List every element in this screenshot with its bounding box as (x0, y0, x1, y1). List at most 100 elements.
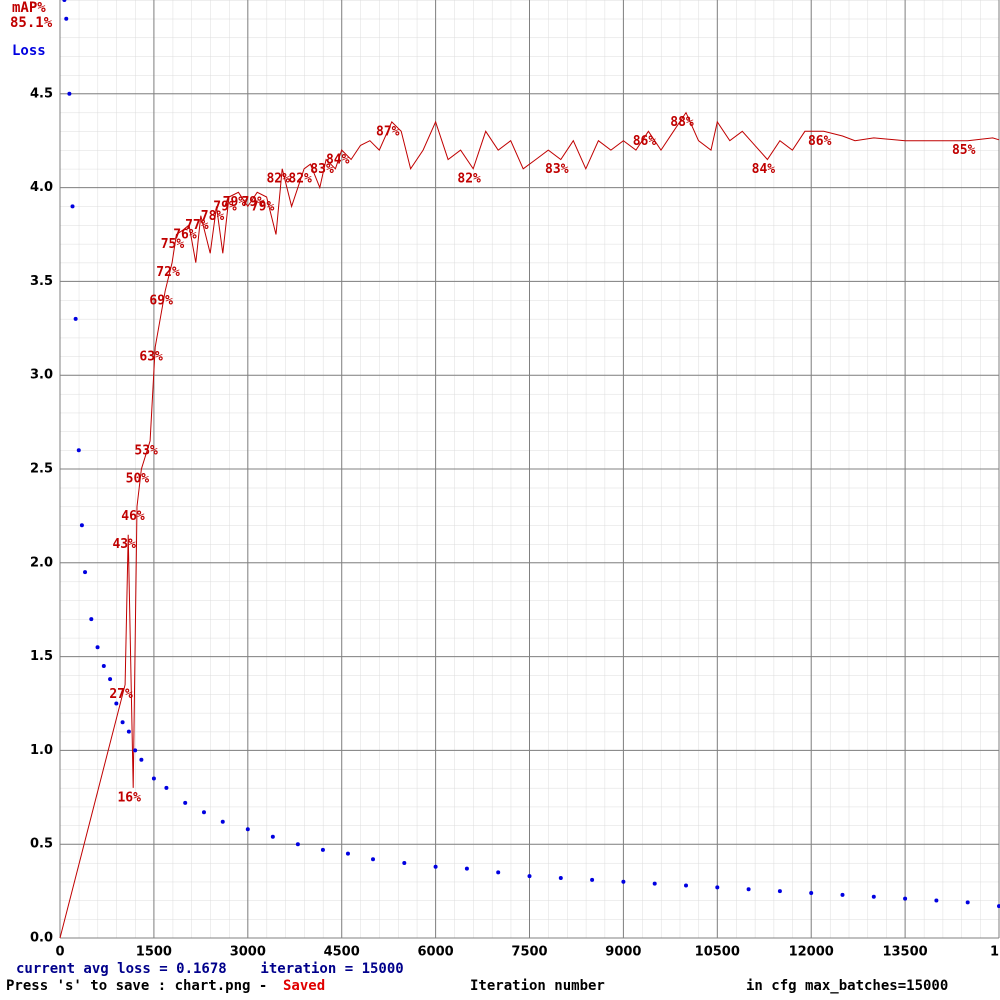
loss-point (220, 819, 225, 824)
map-label: 53% (134, 443, 158, 458)
map-label: 75% (161, 237, 185, 252)
map-line (59, 111, 1000, 939)
loss-point (320, 847, 325, 852)
loss-point (433, 864, 438, 869)
loss-point (95, 645, 100, 650)
y-tick-label: 2.5 (30, 462, 53, 477)
y-tick-label: 3.0 (30, 368, 53, 383)
map-label: 82% (266, 171, 290, 186)
x-axis-title: Iteration number (470, 978, 605, 994)
loss-point (809, 890, 814, 895)
map-label: 85% (952, 143, 976, 158)
save-hint: Press 's' to save : chart.png - (6, 978, 276, 994)
y-tick-label: 3.5 (30, 274, 53, 289)
map-label: 86% (633, 134, 657, 149)
loss-point (997, 904, 1000, 909)
y-tick-label: 1.0 (30, 743, 53, 758)
map-label: 79% (223, 195, 247, 210)
loss-point (903, 896, 908, 901)
labels: 0.0 0.5 1.0 1.5 2.0 2.5 3.0 3.5 4.0 4.5 0 1500 3000 4… (30, 86, 1000, 959)
loss-point (164, 785, 169, 790)
max-batches: in cfg max_batches=15000 (746, 978, 948, 994)
loss-point (527, 874, 532, 879)
loss-point (777, 889, 782, 894)
map-label: 84% (752, 162, 776, 177)
x-tick-label: 4500 (324, 945, 360, 960)
y-tick-label: 4.0 (30, 180, 53, 195)
loss-point (965, 900, 970, 905)
loss-point (652, 881, 657, 886)
loss-point (295, 842, 300, 847)
map-label: 43% (112, 537, 136, 552)
loss-point (108, 677, 113, 682)
map-label: 87% (376, 124, 400, 139)
grid (59, 0, 1000, 939)
map-label: 76% (173, 228, 197, 243)
loss-point (151, 776, 156, 781)
map-label: 82% (288, 171, 312, 186)
loss-point (133, 748, 138, 753)
loss-point (934, 898, 939, 903)
loss-point (76, 448, 81, 453)
save-status: Saved (283, 978, 325, 994)
map-label: 79% (251, 199, 275, 214)
map-label: 79% (241, 195, 265, 210)
map-label: 50% (126, 472, 150, 487)
loss-point (101, 663, 106, 668)
loss-point (70, 204, 75, 209)
current-loss: current avg loss = 0.1678 iteration = 15… (16, 961, 404, 977)
map-label: 82% (457, 171, 481, 186)
y-tick-label: 0.5 (30, 837, 53, 852)
x-tick-label: 10500 (695, 945, 740, 960)
loss-point (715, 885, 720, 890)
y-tick-label: 2.0 (30, 555, 53, 570)
x-tick-label: 7500 (511, 945, 547, 960)
loss-point (558, 875, 563, 880)
loss-point (464, 866, 469, 871)
y-tick-label: 4.5 (30, 86, 53, 101)
loss-point (345, 851, 350, 856)
loss-point (840, 892, 845, 897)
loss-point (64, 16, 69, 21)
map-label: 46% (121, 509, 145, 524)
map-label: 77% (185, 218, 209, 233)
map-label: 72% (156, 265, 180, 280)
x-tick-label: 1500 (136, 945, 172, 960)
map-label: 79% (213, 199, 237, 214)
loss-point (496, 870, 501, 875)
loss-point (139, 757, 144, 762)
map-label: 83% (310, 162, 334, 177)
x-tick-label: 6000 (418, 945, 454, 960)
legend-loss: Loss (12, 43, 46, 59)
y-tick-label: 0.0 (30, 931, 53, 946)
loss-point (89, 617, 94, 622)
loss-point (126, 729, 131, 734)
map-label: 88% (670, 115, 694, 130)
loss-point (67, 91, 72, 96)
legend-map: mAP% (12, 0, 46, 16)
x-tick-label: 0 (55, 945, 64, 960)
x-tick-label: 12000 (789, 945, 834, 960)
loss-point (83, 570, 88, 575)
loss-point (871, 894, 876, 899)
loss-point (73, 316, 78, 321)
loss-point (590, 877, 595, 882)
loss-point (120, 720, 125, 725)
x-tick-label: 13500 (882, 945, 927, 960)
x-tick-label: 3000 (230, 945, 266, 960)
loss-point (201, 810, 206, 815)
map-label: 63% (139, 350, 163, 365)
map-label: 83% (545, 162, 569, 177)
loss-point (270, 834, 275, 839)
x-tick-label: 15 (990, 945, 1000, 960)
loss-point (245, 827, 250, 832)
loss-point (62, 0, 67, 2)
loss-point (79, 523, 84, 528)
map-label: 69% (149, 293, 173, 308)
map-label: 86% (808, 134, 832, 149)
current-map: 85.1% (10, 15, 53, 31)
x-tick-label: 9000 (605, 945, 641, 960)
loss-point (402, 860, 407, 865)
